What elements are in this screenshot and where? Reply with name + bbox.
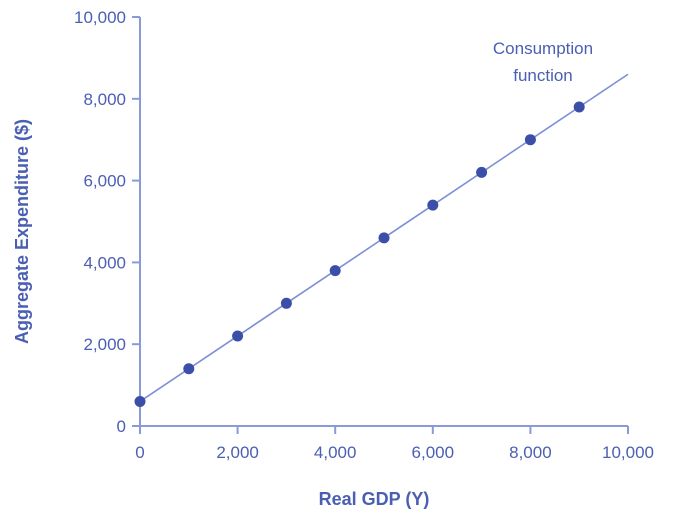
y-tick-label: 0 [117,417,126,436]
y-tick-label: 2,000 [83,335,126,354]
x-axis-title: Real GDP (Y) [319,489,430,509]
axes: 0 2,000 4,000 6,000 8,000 10,000 0 2,000 4,000 6,… [74,8,654,462]
y-axis-title: Aggregate Expenditure ($) [12,119,32,344]
data-point [232,330,244,342]
y-tick-label: 8,000 [83,90,126,109]
data-point [329,265,341,277]
data-point [427,199,439,211]
x-tick-label: 10,000 [602,443,654,462]
data-point [573,101,585,113]
x-tick-label: 0 [135,443,144,462]
data-points-group [134,101,585,407]
consumption-function-label: Consumption [493,39,593,58]
data-point [524,134,536,146]
data-point [476,166,488,178]
data-point [280,297,292,309]
data-point [183,363,195,375]
y-tick-label: 4,000 [83,253,126,272]
x-tick-label: 4,000 [314,443,357,462]
x-tick-label: 8,000 [509,443,552,462]
y-tick-label: 10,000 [74,8,126,27]
data-point [378,232,390,244]
labels-group: Real GDP (Y) Aggregate Expenditure ($) Con… [12,39,593,509]
data-point [134,395,146,407]
x-tick-label: 6,000 [412,443,455,462]
y-tick-label: 6,000 [83,172,126,191]
x-tick-label: 2,000 [216,443,259,462]
consumption-function-label: function [513,66,573,85]
